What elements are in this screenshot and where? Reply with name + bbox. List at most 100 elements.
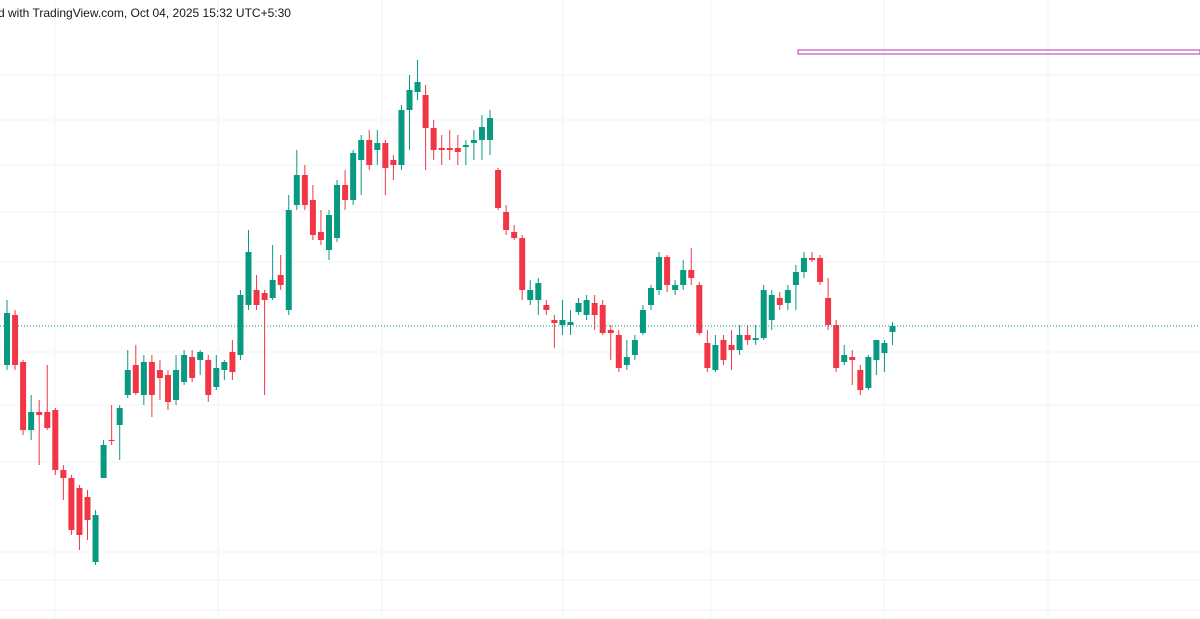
candle-body (591, 303, 598, 315)
candle-body (205, 360, 212, 395)
candle-body (543, 305, 550, 310)
candle-body (285, 210, 292, 310)
candle-body (495, 170, 502, 208)
candle-body (422, 95, 429, 128)
candle-body (800, 258, 807, 272)
candle-body (430, 128, 437, 150)
candle-body (615, 335, 622, 368)
candle-body (76, 488, 83, 535)
candle-body (382, 143, 389, 168)
candle-body (245, 252, 252, 305)
candle-body (768, 295, 775, 320)
candle-body (20, 362, 27, 430)
candle-body (390, 160, 397, 165)
candle-body (277, 275, 284, 285)
candle-body (849, 357, 856, 360)
candle-body (873, 340, 880, 360)
candle-body (503, 212, 510, 230)
candle-body (12, 315, 19, 365)
candle-body (559, 320, 566, 325)
candle-body (535, 283, 542, 300)
candle-body (752, 338, 759, 340)
candle-body (326, 215, 332, 250)
candle-body (728, 345, 735, 350)
candle-body (462, 145, 469, 147)
candle-body (470, 140, 477, 143)
candle-body (760, 290, 767, 338)
candle-body (52, 410, 59, 470)
candle-body (334, 185, 341, 238)
candle-body (680, 270, 687, 285)
candle-body (309, 200, 316, 235)
candle-body (809, 258, 815, 260)
candle-body (865, 357, 872, 388)
candle-body (607, 330, 614, 333)
candle-body (140, 362, 147, 395)
drawn-level (797, 49, 1200, 55)
candle-body (148, 362, 155, 395)
candle-body (213, 368, 220, 387)
candle-body (253, 290, 260, 305)
candle-body (446, 148, 453, 150)
chart-title: d with TradingView.com, Oct 04, 2025 15:… (0, 6, 291, 20)
candle-body (36, 412, 43, 415)
candle-body (551, 320, 558, 323)
candle-body (68, 478, 75, 530)
candle-body (623, 357, 630, 365)
candle-body (317, 232, 324, 240)
candle-body (181, 355, 188, 382)
candle-body (833, 325, 840, 368)
candle-body (575, 303, 582, 312)
candle-body (599, 305, 606, 333)
candle-body (301, 175, 308, 205)
candle-body (438, 148, 445, 150)
candles (0, 60, 1200, 565)
candle-body (116, 408, 123, 425)
candle-body (44, 412, 51, 428)
candle-body (656, 257, 663, 290)
candle-body (631, 340, 638, 355)
candle-body (567, 322, 574, 325)
candle-body (108, 440, 115, 441)
candle-body (519, 238, 526, 290)
candle-body (4, 313, 10, 365)
candle-body (398, 110, 405, 165)
candle-body (374, 143, 381, 150)
candle-body (293, 175, 300, 205)
candle-body (784, 290, 791, 303)
candle-body (664, 257, 671, 285)
candle-body (229, 352, 236, 372)
candle-body (527, 290, 534, 300)
candle-body (173, 370, 180, 400)
candle-body (704, 343, 711, 368)
candle-body (881, 343, 888, 353)
candle-body (817, 258, 824, 282)
candle-body (857, 370, 864, 390)
candle-body (744, 335, 751, 340)
candle-body (487, 118, 493, 140)
candle-body (221, 362, 228, 370)
candle-body (28, 412, 35, 430)
candle-body (358, 140, 365, 160)
candle-body (825, 298, 832, 325)
candle-body (60, 470, 67, 478)
candle-body (583, 300, 590, 315)
candle-body (269, 280, 276, 298)
candle-body (414, 82, 421, 92)
candle-body (237, 295, 244, 355)
candle-body (156, 370, 163, 378)
candle-body (648, 288, 654, 305)
candle-body (406, 90, 413, 110)
candle-body (776, 298, 783, 305)
candle-body (792, 272, 799, 285)
candle-body (189, 357, 196, 378)
candle-body (712, 345, 719, 370)
candle-body (92, 515, 99, 562)
candle-body (639, 310, 646, 333)
candle-body (454, 148, 461, 152)
candle-body (342, 185, 349, 200)
candle-body (261, 293, 268, 300)
candle-body (124, 370, 131, 395)
candle-body (720, 340, 727, 360)
candle-body (350, 153, 357, 200)
